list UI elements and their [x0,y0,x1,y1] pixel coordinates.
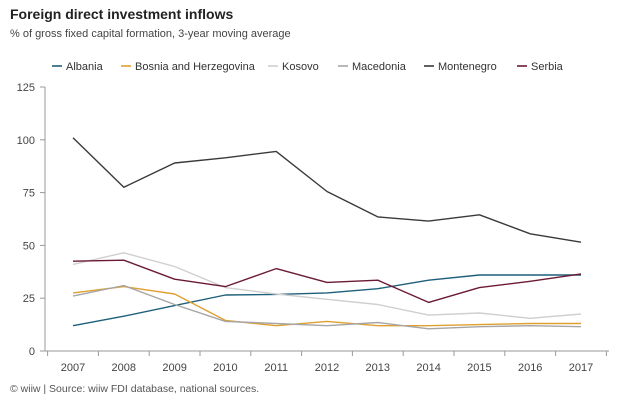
legend: Albania Bosnia and Herzegovina Kosovo Maced… [52,61,564,73]
series-line-kosovo [72,252,582,319]
series-line-albania [72,274,581,327]
y-tick-label: 125 [17,82,35,94]
legend-label-serbia: Serbia [531,61,564,73]
legend-label-montenegro: Montenegro [438,61,497,73]
y-tick-label: 100 [17,135,35,147]
x-tick-label: 2009 [162,362,186,374]
x-axis: 2007 2008 2009 2010 2011 2012 2013 2014 2015 2016… [45,350,609,374]
x-tick-label: 2015 [467,362,491,374]
x-tick-label: 2012 [315,362,339,374]
y-tick-label: 0 [29,346,35,358]
legend-label-kosovo: Kosovo [282,61,319,73]
chart-subtitle: % of gross fixed capital formation, 3-ye… [10,28,291,40]
x-tick-label: 2013 [366,362,390,374]
x-tick-label: 2008 [112,362,136,374]
y-tick-label: 25 [23,293,35,305]
source-note: © wiiw | Source: wiiw FDI database, nati… [10,383,260,395]
x-tick-label: 2010 [213,362,237,374]
chart-title: Foreign direct investment inflows [10,6,234,22]
x-tick-label: 2007 [61,362,85,374]
legend-label-bosnia-and-herzegovina: Bosnia and Herzegovina [135,61,256,73]
legend-label-albania: Albania [66,61,104,73]
series-line-montenegro [72,137,582,243]
series-line-serbia [72,259,582,304]
x-tick-label: 2011 [264,362,288,374]
x-tick-label: 2017 [569,362,593,374]
series-line-macedonia [72,284,582,330]
series-lines [72,137,582,330]
x-tick-label: 2016 [518,362,542,374]
y-tick-label: 75 [23,188,35,200]
y-tick-label: 50 [23,240,35,252]
series-line-bosnia-and-herzegovina [72,285,581,327]
legend-label-macedonia: Macedonia [352,61,407,73]
y-axis: 0 25 50 75 100 125 [17,82,46,358]
x-tick-label: 2014 [416,362,440,374]
